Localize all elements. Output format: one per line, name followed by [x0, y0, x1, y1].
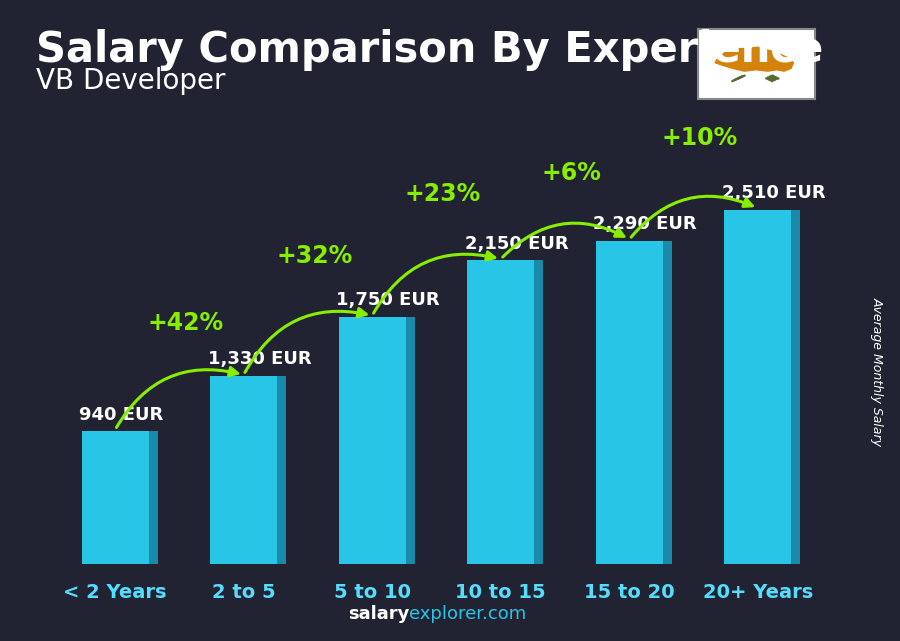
Polygon shape	[535, 260, 544, 564]
Bar	[724, 210, 791, 564]
Text: +6%: +6%	[542, 161, 601, 185]
Text: 2,290 EUR: 2,290 EUR	[593, 215, 697, 233]
Polygon shape	[662, 240, 671, 564]
Text: 940 EUR: 940 EUR	[79, 406, 163, 424]
Bar	[596, 240, 662, 564]
Bar	[82, 431, 148, 564]
Text: explorer.com: explorer.com	[410, 605, 526, 623]
Text: 2,150 EUR: 2,150 EUR	[464, 235, 569, 253]
Bar	[467, 260, 535, 564]
Text: salary: salary	[348, 605, 410, 623]
Text: +42%: +42%	[148, 311, 224, 335]
Polygon shape	[148, 431, 157, 564]
Polygon shape	[791, 210, 800, 564]
Text: 2,510 EUR: 2,510 EUR	[722, 184, 825, 202]
Text: +10%: +10%	[662, 126, 738, 149]
Polygon shape	[406, 317, 415, 564]
Polygon shape	[715, 47, 794, 71]
Text: 1,750 EUR: 1,750 EUR	[337, 291, 440, 309]
Bar	[211, 376, 277, 564]
Text: Salary Comparison By Experience: Salary Comparison By Experience	[36, 29, 824, 71]
Text: +32%: +32%	[276, 244, 353, 268]
Text: +23%: +23%	[405, 182, 482, 206]
Text: Average Monthly Salary: Average Monthly Salary	[871, 297, 884, 446]
Text: 1,330 EUR: 1,330 EUR	[208, 351, 311, 369]
Text: VB Developer: VB Developer	[36, 67, 226, 96]
Bar	[338, 317, 406, 564]
Polygon shape	[277, 376, 286, 564]
